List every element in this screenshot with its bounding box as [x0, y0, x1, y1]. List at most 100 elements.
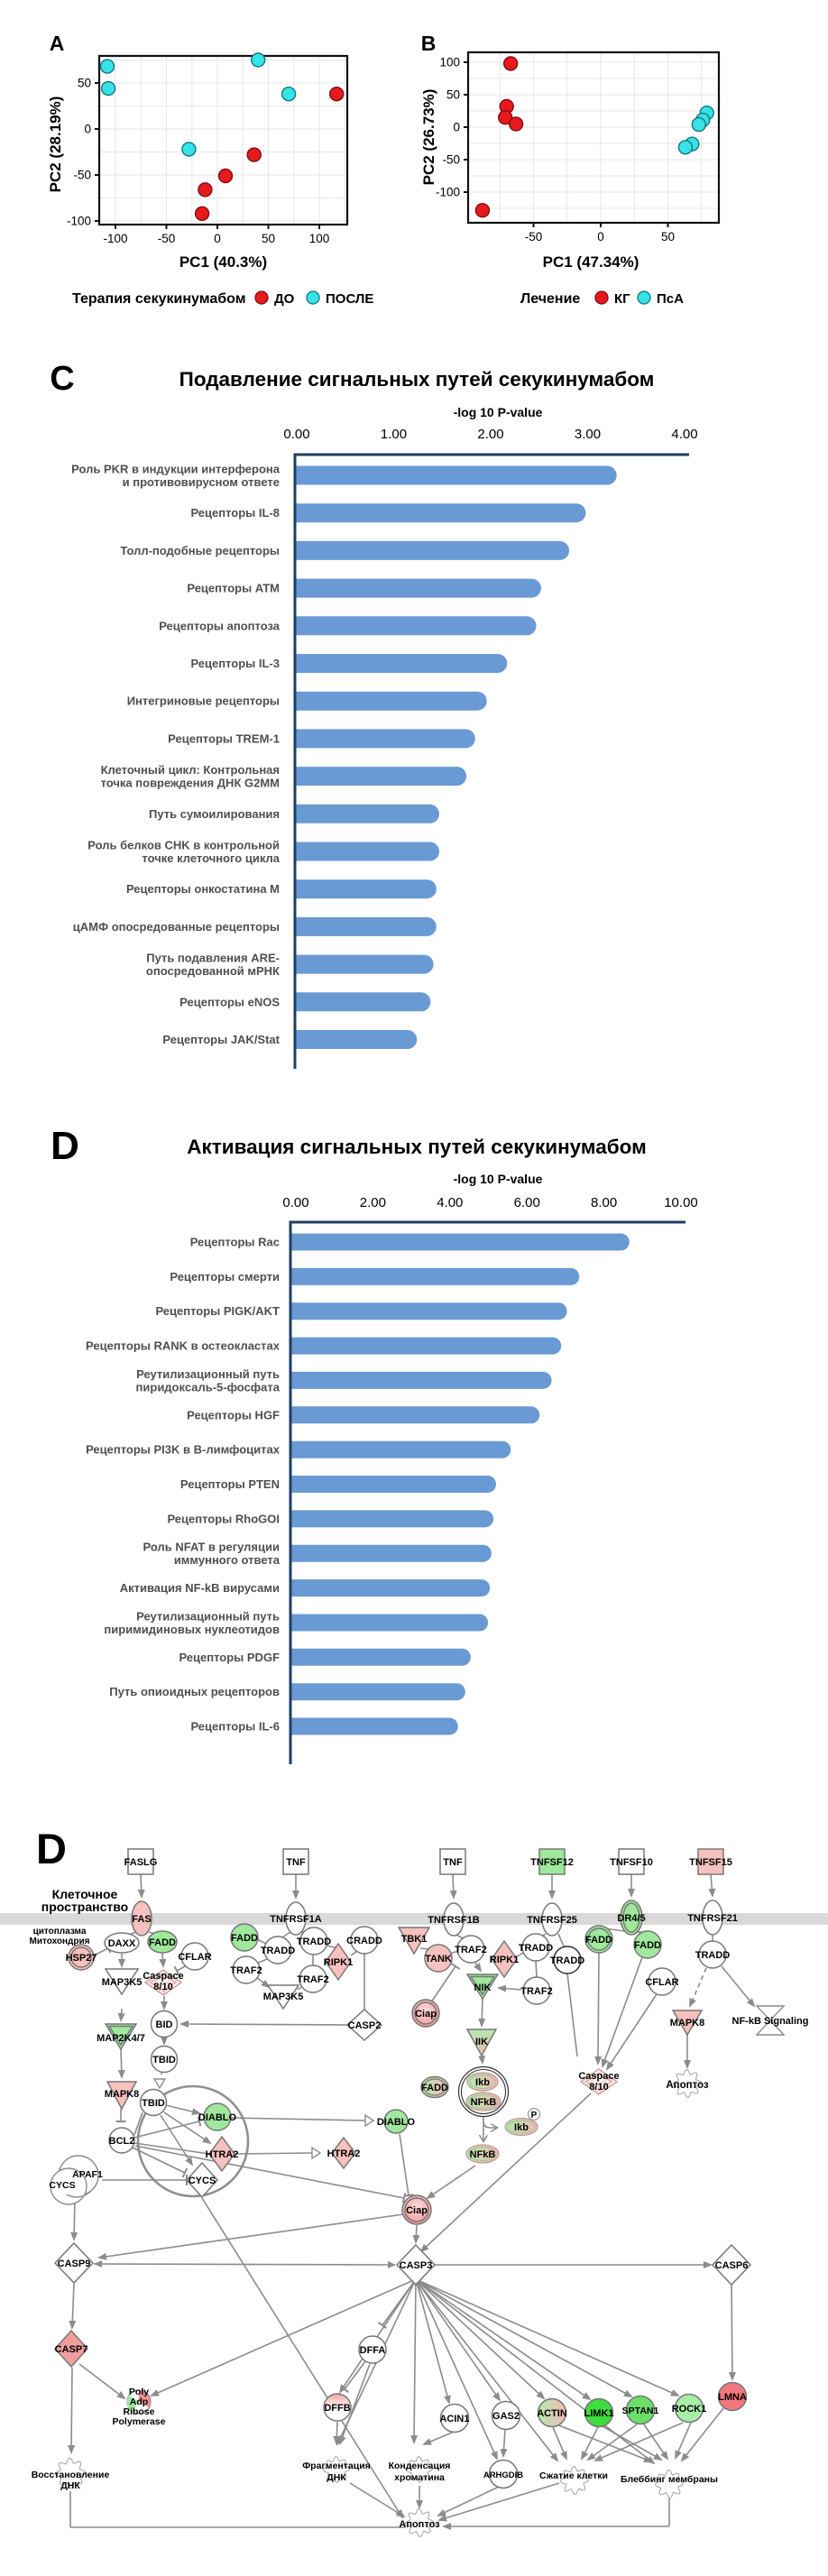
svg-text:Терапия секукинумабом: Терапия секукинумабом: [72, 291, 246, 307]
svg-text:TNFSF15: TNFSF15: [689, 1857, 732, 1868]
svg-text:IIK: IIK: [475, 2037, 488, 2047]
svg-text:Активация сигнальных путей сек: Активация сигнальных путей секукинумабом: [187, 1136, 647, 1158]
svg-text:Ribose: Ribose: [123, 2406, 154, 2417]
svg-text:Рецепторы RhoGOI: Рецепторы RhoGOI: [167, 1512, 280, 1525]
svg-text:CFLAR: CFLAR: [645, 1977, 678, 1988]
svg-text:0: 0: [597, 230, 604, 244]
svg-text:MAP2K4/7: MAP2K4/7: [97, 2033, 145, 2044]
svg-text:TNF: TNF: [443, 1857, 463, 1868]
svg-text:Рецепторы PDGF: Рецепторы PDGF: [179, 1651, 280, 1664]
svg-text:10.00: 10.00: [664, 1195, 698, 1210]
svg-text:TNFSF12: TNFSF12: [530, 1857, 574, 1868]
svg-text:CYCS: CYCS: [189, 2176, 216, 2186]
svg-text:B: B: [421, 32, 437, 55]
svg-text:BID: BID: [156, 2019, 173, 2030]
svg-text:Adp: Adp: [130, 2397, 148, 2407]
svg-text:8/10: 8/10: [153, 1982, 172, 1992]
svg-text:Интегриновые рецепторы: Интегриновые рецепторы: [127, 695, 280, 708]
svg-text:Толл-подобные рецепторы: Толл-подобные рецепторы: [120, 544, 280, 557]
svg-text:ПОСЛЕ: ПОСЛЕ: [326, 291, 373, 307]
svg-text:пространство: пространство: [41, 1900, 128, 1914]
svg-text:HTRA2: HTRA2: [327, 2148, 361, 2159]
svg-text:TNFSF10: TNFSF10: [610, 1857, 653, 1868]
svg-text:D: D: [36, 1825, 67, 1872]
svg-text:TRADD: TRADD: [297, 1937, 332, 1947]
svg-text:Caspace: Caspace: [143, 1971, 183, 1982]
svg-text:RIPK1: RIPK1: [324, 1957, 353, 1968]
svg-text:Ikb: Ikb: [475, 2077, 490, 2088]
svg-text:0: 0: [214, 232, 221, 245]
svg-text:GAS2: GAS2: [492, 2411, 520, 2422]
svg-text:Polymerase: Polymerase: [113, 2416, 166, 2427]
svg-text:ACIN1: ACIN1: [439, 2414, 469, 2424]
svg-text:FASLG: FASLG: [124, 1857, 158, 1868]
svg-text:Рецепторы IL-8: Рецепторы IL-8: [190, 506, 280, 520]
svg-text:DIABLO: DIABLO: [377, 2117, 416, 2128]
svg-text:TRADD: TRADD: [695, 1950, 731, 1961]
svg-text:2.00: 2.00: [360, 1195, 386, 1210]
svg-text:Ciap: Ciap: [406, 2205, 428, 2216]
svg-text:Caspace: Caspace: [578, 2071, 619, 2082]
svg-text:TBK1: TBK1: [401, 1934, 428, 1945]
svg-text:Рецепторы HGF: Рецепторы HGF: [187, 1408, 280, 1421]
svg-text:цитоплазма: цитоплазма: [33, 1927, 87, 1937]
svg-text:Апоптоз: Апоптоз: [399, 2519, 440, 2530]
svg-text:Путь опиоидных рецепторов: Путь опиоидных рецепторов: [109, 1685, 280, 1698]
svg-text:точка повреждения ДНК G2MM: точка повреждения ДНК G2MM: [101, 777, 280, 790]
svg-text:TBID: TBID: [142, 2098, 165, 2109]
svg-text:CRADD: CRADD: [346, 1936, 382, 1946]
svg-text:2.00: 2.00: [477, 427, 503, 442]
svg-text:NFkB: NFkB: [471, 2097, 497, 2108]
svg-text:50: 50: [78, 77, 91, 90]
svg-text:4.00: 4.00: [671, 427, 697, 442]
svg-text:Клеточное: Клеточное: [52, 1887, 118, 1901]
svg-text:Путь подавления ARE-: Путь подавления ARE-: [146, 952, 280, 965]
svg-text:-50: -50: [73, 169, 91, 182]
svg-text:пиримидиновых нуклеотидов: пиримидиновых нуклеотидов: [104, 1623, 280, 1636]
svg-text:PC1 (47.34%): PC1 (47.34%): [543, 253, 639, 271]
svg-text:ДНК: ДНК: [327, 2472, 346, 2483]
svg-text:DAXX: DAXX: [108, 1938, 136, 1949]
svg-text:50: 50: [446, 88, 460, 102]
svg-text:Poly: Poly: [129, 2387, 149, 2397]
svg-text:0.00: 0.00: [282, 1195, 308, 1210]
svg-text:FADD: FADD: [149, 1937, 176, 1948]
svg-text:MAPK8: MAPK8: [670, 2018, 705, 2029]
svg-text:1.00: 1.00: [381, 427, 407, 442]
svg-text:D: D: [51, 1124, 79, 1168]
svg-text:PC2 (28.19%): PC2 (28.19%): [47, 97, 64, 193]
svg-text:3.00: 3.00: [575, 427, 601, 442]
svg-text:A: A: [50, 32, 65, 55]
svg-text:-100: -100: [103, 232, 127, 245]
svg-text:Восстановление: Восстановление: [32, 2470, 110, 2480]
svg-text:Роль NFAT в регуляции: Роль NFAT в регуляции: [143, 1541, 280, 1554]
svg-text:Роль белков CHK в контрольной: Роль белков CHK в контрольной: [87, 839, 280, 852]
svg-text:Реутилизационный путь: Реутилизационный путь: [136, 1609, 280, 1623]
svg-text:опосредованной мРНК: опосредованной мРНК: [146, 964, 280, 978]
svg-text:Рецепторы Rac: Рецепторы Rac: [190, 1236, 280, 1249]
svg-text:0: 0: [453, 121, 460, 134]
svg-text:CASP6: CASP6: [715, 2260, 749, 2271]
svg-text:C: C: [50, 360, 74, 398]
svg-text:ДНК: ДНК: [60, 2480, 80, 2491]
svg-text:DIABLO: DIABLO: [198, 2112, 237, 2123]
svg-text:0: 0: [84, 123, 91, 136]
svg-text:TANK: TANK: [425, 1954, 452, 1964]
svg-text:-50: -50: [525, 230, 543, 244]
svg-text:Митохондрия: Митохондрия: [29, 1937, 89, 1946]
svg-text:-50: -50: [158, 232, 176, 245]
svg-text:CASP9: CASP9: [58, 2259, 91, 2269]
svg-text:CFLAR: CFLAR: [178, 1952, 211, 1963]
svg-text:Апоптоз: Апоптоз: [666, 2080, 709, 2091]
svg-text:HSP27: HSP27: [66, 1953, 97, 1964]
svg-text:CASP3: CASP3: [400, 2260, 433, 2271]
svg-text:пиридоксаль-5-фосфата: пиридоксаль-5-фосфата: [136, 1380, 281, 1394]
svg-text:иммунного ответа: иммунного ответа: [174, 1553, 281, 1567]
svg-text:PC1 (40.3%): PC1 (40.3%): [179, 253, 267, 271]
svg-text:RIPK1: RIPK1: [490, 1955, 519, 1965]
svg-text:Блеббинг мембраны: Блеббинг мембраны: [621, 2474, 718, 2485]
svg-text:-log 10 P-value: -log 10 P-value: [454, 1172, 543, 1186]
svg-text:LMNA: LMNA: [718, 2392, 747, 2403]
svg-text:TNFRSF25: TNFRSF25: [527, 1915, 577, 1926]
svg-text:Роль PKR в индукции интерферон: Роль PKR в индукции интерферона: [71, 463, 281, 476]
